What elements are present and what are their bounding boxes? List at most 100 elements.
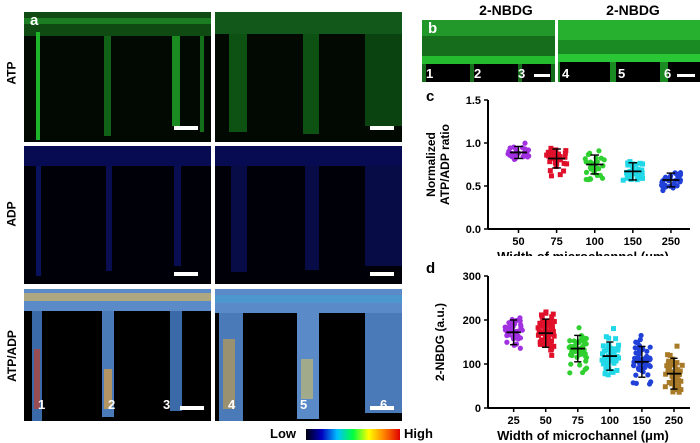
data-point (583, 358, 589, 364)
row-label-adp: ADP (5, 201, 19, 227)
data-point (502, 327, 509, 333)
data-point (551, 149, 557, 155)
data-point (517, 315, 523, 321)
data-point (676, 383, 682, 389)
data-point (674, 367, 680, 373)
data-point (541, 342, 547, 348)
panel-letter-b: b (428, 20, 438, 37)
data-point (620, 177, 626, 183)
data-point (535, 332, 541, 338)
data-point (670, 356, 676, 362)
data-point (601, 157, 607, 163)
data-point (670, 389, 676, 395)
data-point (517, 345, 523, 351)
data-point (677, 368, 683, 374)
data-point (588, 166, 594, 172)
data-point (625, 160, 631, 166)
data-point (639, 170, 645, 176)
channel-number-3: 3 (518, 66, 526, 81)
data-point (577, 362, 583, 368)
data-point (662, 384, 668, 390)
scale-bar (370, 406, 394, 410)
data-point (660, 187, 666, 194)
y-tick-label: 300 (463, 271, 481, 283)
channel-number-4: 4 (562, 66, 570, 81)
panel-b-header-right: 2-NBDG (606, 2, 660, 18)
micrograph-adp-right (215, 146, 402, 284)
y-tick-label: 200 (463, 315, 481, 327)
data-point (639, 167, 645, 173)
data-point (665, 369, 671, 375)
data-point (674, 343, 680, 349)
data-point (522, 140, 528, 146)
data-point (548, 145, 554, 151)
data-point (603, 347, 609, 353)
data-point (601, 356, 607, 362)
channel-number-2: 2 (474, 66, 482, 81)
data-point (611, 326, 617, 332)
data-point (561, 160, 567, 166)
x-tick-label: 150 (624, 236, 642, 248)
data-point (536, 328, 542, 334)
data-point (540, 319, 546, 325)
data-point (549, 352, 555, 358)
x-tick-label: 75 (572, 415, 584, 427)
y-axis-label: Normalized (424, 132, 438, 197)
data-point (665, 352, 671, 358)
data-point (636, 366, 642, 373)
data-point (543, 309, 549, 315)
y-tick-label: 1.0 (466, 138, 481, 150)
data-point (678, 387, 684, 393)
data-point (677, 170, 684, 176)
data-point (633, 161, 639, 167)
y-tick-label: 1.5 (466, 95, 481, 107)
data-point (614, 354, 620, 360)
data-point (640, 175, 646, 181)
data-point (544, 341, 550, 347)
data-point (624, 170, 630, 176)
data-point (551, 343, 557, 349)
data-point (537, 320, 543, 326)
data-point (506, 320, 512, 326)
data-point (567, 338, 573, 344)
data-point (550, 328, 556, 334)
y-tick-label: 0 (475, 403, 481, 415)
row-label-atp: ATP (4, 61, 19, 85)
data-point (520, 153, 527, 160)
x-tick-label: 150 (633, 415, 651, 427)
data-point (633, 372, 639, 378)
channel-number-5: 5 (618, 66, 626, 81)
data-point (611, 360, 617, 366)
data-point (541, 324, 547, 330)
data-point (667, 352, 673, 358)
data-point (545, 149, 551, 155)
data-point (644, 348, 650, 354)
data-point (583, 169, 590, 175)
y-tick-label: 100 (463, 359, 481, 371)
data-point (635, 172, 641, 178)
data-point (557, 154, 563, 160)
data-point (562, 154, 568, 160)
data-point (600, 351, 606, 357)
channel-number-2: 2 (108, 397, 116, 412)
data-point (548, 173, 554, 179)
data-point (600, 343, 606, 349)
data-point (557, 157, 563, 163)
colorbar (306, 429, 400, 440)
channel-number-4: 4 (228, 397, 236, 412)
channel-number-3: 3 (163, 397, 171, 412)
data-point (504, 332, 510, 339)
micrograph-ratio-right (215, 289, 402, 421)
data-point (608, 368, 614, 374)
data-point (659, 179, 665, 185)
data-point (666, 365, 672, 371)
channel-number-5: 5 (300, 397, 308, 412)
data-point (596, 148, 602, 154)
data-point (548, 328, 554, 334)
data-point (611, 349, 617, 355)
channel-number-6: 6 (380, 397, 388, 412)
micrograph-ratio-left (24, 289, 211, 421)
data-point (526, 153, 532, 159)
data-point (663, 184, 669, 190)
